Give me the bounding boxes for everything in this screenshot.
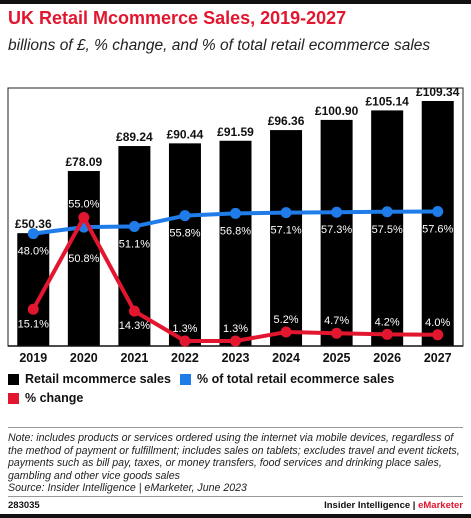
bar-value-label: £100.90 (315, 104, 359, 118)
share-point (280, 207, 292, 219)
brand-accent: eMarketer (418, 500, 463, 511)
share-value-label: 55.8% (169, 228, 200, 240)
change-value-label: 4.7% (324, 315, 349, 327)
share-value-label: 56.8% (220, 225, 251, 237)
source-text: Source: Insider Intelligence | eMarketer… (8, 482, 247, 495)
change-point (78, 212, 90, 223)
share-value-label: 57.5% (372, 224, 403, 236)
share-point (432, 206, 444, 218)
share-value-label: 57.3% (321, 224, 352, 236)
change-point (432, 329, 444, 341)
share-value-label: 57.1% (270, 225, 301, 237)
change-point (179, 335, 191, 347)
bar-value-label: £105.14 (365, 94, 409, 108)
bar-value-label: £89.24 (116, 130, 153, 144)
chart-subtitle: billions of £, % change, and % of total … (8, 37, 431, 54)
bar-value-label: £96.36 (268, 114, 305, 128)
brand-credit: Insider Intelligence | eMarketer (324, 500, 463, 511)
legend-swatch-share (180, 373, 191, 385)
x-tick-label: 2026 (373, 351, 401, 365)
brand-separator: | (410, 500, 419, 511)
change-value-label: 5.2% (274, 314, 299, 326)
bar (320, 119, 353, 346)
brand-main: Insider Intelligence (324, 500, 411, 511)
share-value-label: 50.8% (68, 253, 99, 265)
bar (67, 171, 100, 346)
change-value-label: 15.1% (18, 318, 49, 330)
share-point (128, 220, 140, 232)
bar-value-label: £91.59 (217, 125, 254, 139)
legend-item-change: % change (8, 391, 83, 405)
note-block: Note: includes products or services orde… (8, 432, 466, 495)
share-point (381, 206, 393, 218)
change-value-label: 14.3% (119, 320, 150, 332)
share-value-label: 48.0% (18, 246, 49, 258)
note-text: Note: includes products or services orde… (8, 432, 460, 482)
chart-plot: £50.36 £78.09 £89.24 £90.44 £91.59 £96.36 £100… (7, 85, 464, 365)
bar-value-label: £78.09 (65, 155, 102, 169)
bar (168, 143, 201, 346)
bar-value-label: £90.44 (167, 127, 204, 141)
change-value-label: 1.3% (172, 323, 197, 335)
legend-label-share: % of total retail ecommerce sales (197, 372, 395, 386)
share-value-label: 57.6% (422, 224, 453, 236)
legend-item-share: % of total retail ecommerce sales (180, 372, 394, 386)
change-value-label: 4.2% (375, 316, 400, 328)
x-tick-label: 2021 (120, 351, 148, 365)
x-tick-label: 2025 (323, 351, 351, 365)
change-point (331, 327, 343, 339)
share-point (230, 207, 241, 219)
x-tick-label: 2027 (424, 351, 452, 365)
bar (421, 101, 454, 346)
change-point (230, 335, 241, 347)
change-value-label: 4.0% (425, 317, 450, 329)
top-rule (0, 0, 471, 4)
x-tick-label: 2020 (70, 351, 98, 365)
legend-label-bar: Retail mcommerce sales (25, 372, 171, 386)
x-tick-label: 2022 (171, 351, 199, 365)
bar-value-label: £50.36 (15, 217, 52, 231)
change-point (280, 326, 292, 338)
x-tick-label: 2019 (19, 351, 47, 365)
change-value-label: 55.0% (68, 199, 99, 211)
x-tick-label: 2023 (222, 351, 250, 365)
note-divider (8, 427, 463, 428)
change-point (27, 303, 39, 315)
bar (270, 130, 303, 346)
legend-swatch-bar (8, 373, 19, 385)
change-point (128, 305, 140, 317)
share-point (27, 228, 39, 240)
share-point (331, 206, 343, 218)
legend-label-change: % change (25, 391, 84, 405)
bar (219, 140, 252, 346)
share-value-label: 51.1% (119, 238, 150, 250)
footer-divider (8, 496, 463, 497)
chart-title: UK Retail Mcommerce Sales, 2019-2027 (8, 8, 347, 28)
change-point (381, 328, 393, 340)
share-point (179, 210, 191, 222)
legend-swatch-change (8, 392, 19, 404)
x-tick-label: 2024 (272, 351, 300, 365)
bar (371, 110, 404, 346)
chart-id: 283035 (8, 500, 40, 511)
bar-value-label: £109.34 (416, 85, 460, 99)
legend-item-bar: Retail mcommerce sales (8, 372, 171, 386)
bottom-rule (0, 514, 471, 518)
change-value-label: 1.3% (223, 323, 248, 335)
